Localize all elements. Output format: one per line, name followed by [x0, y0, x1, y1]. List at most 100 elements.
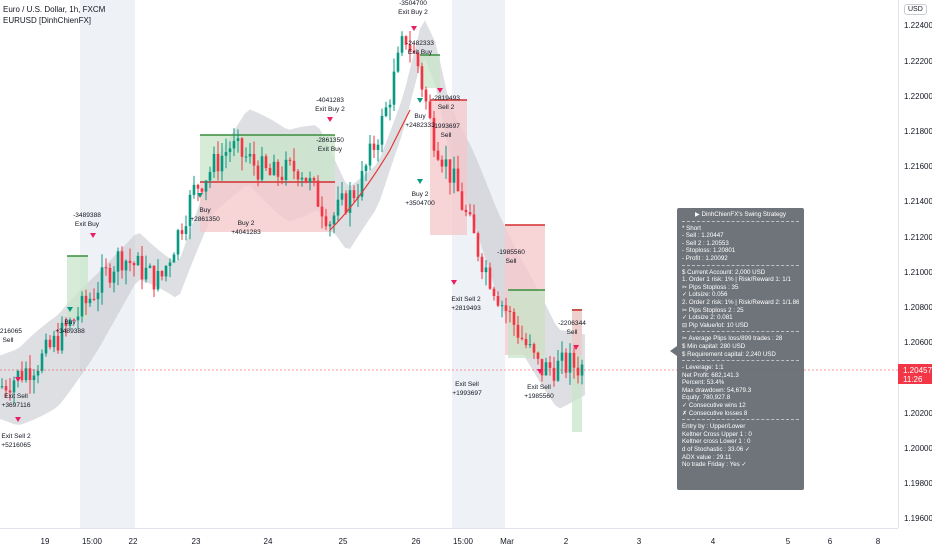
trade-label: Sell: [441, 132, 453, 139]
candle-body: [236, 138, 240, 141]
trade-arrow: [411, 26, 417, 31]
candle-body: [304, 177, 308, 183]
keltner-cloud: [0, 20, 585, 425]
trade-label: +3697116: [1, 402, 30, 409]
trade-label: +2482333: [405, 122, 435, 129]
candle-body: [0, 386, 4, 388]
price-tick-label: 1.20800: [904, 303, 932, 312]
time-tick-label: 15:00: [81, 537, 103, 546]
price-tick-label: 1.22000: [904, 91, 932, 101]
trade-label: Exit Sell 2: [451, 296, 481, 303]
candle-body: [576, 367, 580, 376]
trade-arrow: [573, 345, 579, 350]
price-tick-label: 1.22400: [904, 21, 932, 31]
stats-line: ✂ Pips Stoploss : 35: [682, 283, 739, 291]
candle-body: [336, 199, 340, 216]
stats-line: $ Current Account: 2,000 USD: [682, 268, 766, 276]
candle-body: [568, 352, 572, 373]
candle-body: [260, 156, 264, 180]
price-tick-label: 1.22200: [904, 56, 932, 66]
chart-plot-area[interactable]: -5216065 Sell Exit Sell +3697116 Exit Sell 2…: [0, 0, 898, 528]
candle-body: [232, 140, 236, 149]
candle-body: [92, 298, 96, 300]
time-axis[interactable]: 19 15:00 22 23 24 25 26 15:00 Mar 2 3 4 5 6 8: [0, 528, 898, 550]
candle-body: [296, 171, 300, 180]
stats-line: ✓ Lotsize: 0.056: [682, 291, 728, 299]
price-chart[interactable]: -5216065 Sell Exit Sell +3697116 Exit Sell 2…: [0, 0, 898, 528]
time-tick-label: 19: [40, 537, 50, 546]
stats-line: Keltner cross Lower 1 : 0: [682, 438, 751, 446]
candle-body: [244, 156, 248, 158]
candle-body: [364, 165, 368, 171]
candle-body: [72, 319, 76, 321]
trade-arrow: [417, 179, 423, 184]
candle-body: [436, 150, 440, 160]
trade-label: Buy: [64, 319, 76, 326]
last-price-label: 1.20457 11:26: [898, 364, 932, 384]
candle-body: [548, 362, 552, 368]
trade-label: +2819493: [451, 305, 481, 312]
candle-body: [512, 311, 516, 325]
candle-body: [20, 370, 24, 381]
stats-line: Max drawdown: 54,679.3: [682, 386, 752, 394]
stats-account-section: $ Current Account: 2,000 USD 1. Order 1 r…: [682, 269, 799, 330]
time-tick-label: Mar: [500, 537, 514, 546]
candle-body: [252, 153, 256, 166]
candle-body: [400, 36, 404, 53]
stats-line: d of Stochastic : 33.06 ✓: [682, 446, 751, 454]
candle-body: [212, 153, 216, 172]
candle-body: [128, 260, 132, 264]
candle-body: [520, 337, 524, 340]
candle-body: [572, 352, 576, 368]
stats-line: 2. Order 2 risk: 1% | Risk/Reward 2: 1/1…: [682, 298, 799, 306]
candle-body: [272, 161, 276, 176]
symbol-title: Euro / U.S. Dollar, 1h, FXCM: [3, 5, 106, 14]
time-tick-label: 23: [191, 537, 201, 546]
trade-label: Sell: [3, 337, 15, 344]
chart-title: Euro / U.S. Dollar, 1h, FXCM EURUSD [Din…: [3, 4, 105, 26]
candle-body: [140, 255, 144, 280]
candle-body: [412, 51, 416, 53]
candle-body: [540, 358, 544, 376]
candle-body: [276, 161, 280, 177]
candle-body: [396, 52, 400, 72]
candle-body: [84, 295, 88, 304]
candle-body: [204, 180, 208, 192]
candle-body: [32, 375, 36, 381]
price-tick-label: 1.19800: [904, 479, 932, 488]
candle-body: [104, 267, 108, 269]
candle-body: [200, 188, 204, 192]
bar-countdown: 11:26: [903, 375, 923, 384]
price-axis[interactable]: 1.22400 1.22200 1.22000 1.21800 1.21600 1.214…: [898, 0, 932, 528]
trade-zone: [200, 135, 335, 182]
trade-label: Exit Sell: [527, 384, 551, 391]
price-tick-label: 1.21400: [904, 197, 932, 207]
stats-divider: [682, 220, 799, 222]
candle-body: [108, 267, 112, 283]
time-tick-label: 2: [563, 537, 569, 546]
stats-line: Entry by : Upper/Lower: [682, 423, 746, 431]
trade-label: -1985560: [497, 249, 525, 256]
candle-body: [556, 360, 560, 381]
candle-body: [160, 270, 164, 277]
trade-label: -2482333: [406, 40, 434, 47]
candle-body: [344, 193, 348, 213]
candle-body: [228, 148, 232, 153]
candle-body: [216, 153, 220, 172]
stats-order-section: * Short - Sell : 1.20447- Sell 2 : 1.2055…: [682, 225, 799, 263]
trade-zone: [420, 55, 440, 88]
candle-body: [96, 292, 100, 300]
stats-divider: [682, 360, 799, 362]
trade-arrow: [67, 307, 73, 312]
trade-zone: [572, 310, 582, 355]
trade-label: Exit Sell 2: [1, 433, 31, 440]
currency-badge[interactable]: USD: [904, 4, 927, 15]
stats-line: ✓ Lotsize 2: 0.081: [682, 314, 733, 322]
trade-arrow: [451, 280, 457, 285]
trade-label: -2206344: [558, 320, 586, 327]
time-tick-label: 3: [636, 537, 642, 546]
time-tick-label: 15:00: [452, 537, 474, 546]
candle-body: [12, 380, 16, 393]
candle-body: [456, 168, 460, 192]
candle-body: [564, 352, 568, 373]
